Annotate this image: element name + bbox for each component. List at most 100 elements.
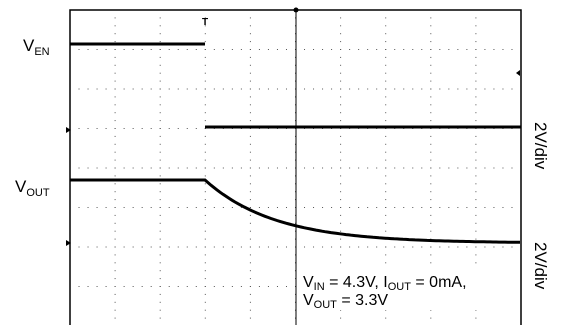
grid-dot	[213, 246, 215, 248]
grid-dot	[78, 49, 80, 50]
grid-dot	[331, 49, 333, 50]
grid-dot	[114, 309, 116, 311]
grid-dot	[376, 88, 378, 90]
grid-dot	[394, 88, 396, 90]
grid-dot	[511, 49, 513, 50]
grid-dot	[186, 286, 188, 287]
grid-dot	[150, 49, 152, 50]
grid-dot	[340, 183, 342, 185]
grid-dot	[475, 49, 477, 50]
grid-dot	[78, 128, 80, 129]
grid-dot	[484, 49, 486, 50]
grid-dot	[114, 80, 116, 82]
grid-dot	[168, 167, 170, 169]
grid-dot	[141, 167, 143, 169]
grid-dot	[439, 167, 441, 169]
grid-dot	[475, 112, 477, 114]
grid-dot	[159, 17, 161, 19]
grid-dot	[412, 88, 414, 90]
grid-dot	[249, 112, 251, 114]
grid-dot	[430, 41, 432, 43]
grid-dot	[114, 238, 116, 240]
grid-dot	[168, 286, 170, 287]
grid-dot	[484, 88, 486, 90]
grid-dot	[204, 88, 206, 90]
grid-dot	[141, 88, 143, 90]
grid-dot	[78, 167, 80, 169]
grid-dot	[159, 143, 161, 145]
grid-dot	[249, 151, 251, 153]
grid-dot	[240, 286, 242, 287]
grid-dot	[114, 207, 116, 208]
grid-dot	[87, 246, 89, 248]
grid-dot	[367, 167, 369, 169]
grid-dot	[340, 254, 342, 256]
grid-dot	[132, 49, 134, 50]
grid-dot	[195, 49, 197, 50]
grid-dot	[249, 214, 251, 216]
grid-dot	[150, 88, 152, 90]
grid-dot	[204, 159, 206, 161]
grid-dot	[331, 88, 333, 90]
grid-dot	[322, 49, 324, 50]
grid-dot	[105, 128, 107, 129]
grid-dot	[249, 270, 251, 272]
grid-dot	[249, 49, 251, 50]
grid-dot	[159, 167, 161, 169]
grid-dot	[475, 96, 477, 98]
grid-dot	[114, 151, 116, 153]
grid-dot	[385, 191, 387, 193]
grid-dot	[204, 104, 206, 106]
grid-dot	[376, 49, 378, 50]
grid-dot	[114, 64, 116, 66]
grid-dot	[340, 317, 342, 319]
grid-dot	[439, 88, 441, 90]
grid-dot	[258, 49, 260, 50]
grid-dot	[114, 72, 116, 74]
grid-dot	[322, 167, 324, 169]
grid-dot	[267, 207, 269, 208]
grid-dot	[249, 293, 251, 295]
grid-dot	[340, 72, 342, 74]
grid-dot	[385, 317, 387, 319]
grid-dot	[114, 56, 116, 58]
grid-dot	[493, 49, 495, 50]
grid-dot	[159, 41, 161, 43]
grid-dot	[340, 120, 342, 122]
grid-dot	[276, 246, 278, 248]
grid-dot	[403, 246, 405, 248]
grid-dot	[249, 159, 251, 161]
grid-dot	[204, 286, 206, 287]
grid-dot	[114, 191, 116, 193]
grid-dot	[249, 254, 251, 256]
grid-dot	[96, 167, 98, 169]
grid-dot	[159, 88, 161, 90]
grid-dot	[204, 96, 206, 98]
grid-dot	[114, 88, 116, 90]
grid-dot	[132, 207, 134, 208]
grid-dot	[177, 207, 179, 208]
grid-dot	[159, 80, 161, 82]
grid-dot	[204, 17, 206, 19]
grid-dot	[430, 262, 432, 264]
grid-dot	[340, 56, 342, 58]
grid-dot	[376, 246, 378, 248]
grid-dot	[123, 88, 125, 90]
grid-dot	[87, 49, 89, 50]
grid-dot	[204, 112, 206, 114]
grid-dot	[276, 88, 278, 90]
grid-dot	[159, 238, 161, 240]
grid-dot	[493, 88, 495, 90]
grid-dot	[457, 167, 459, 169]
grid-dot	[204, 167, 206, 169]
grid-dot	[204, 25, 206, 27]
grid-dot	[249, 301, 251, 303]
grid-dot	[141, 286, 143, 287]
grid-dot	[159, 230, 161, 232]
grid-dot	[258, 167, 260, 169]
grid-dot	[340, 104, 342, 106]
t-marker: T	[202, 17, 208, 28]
grid-dot	[96, 207, 98, 208]
annotation-line-2: VOUT = 3.3V	[303, 292, 388, 311]
grid-dot	[385, 112, 387, 114]
